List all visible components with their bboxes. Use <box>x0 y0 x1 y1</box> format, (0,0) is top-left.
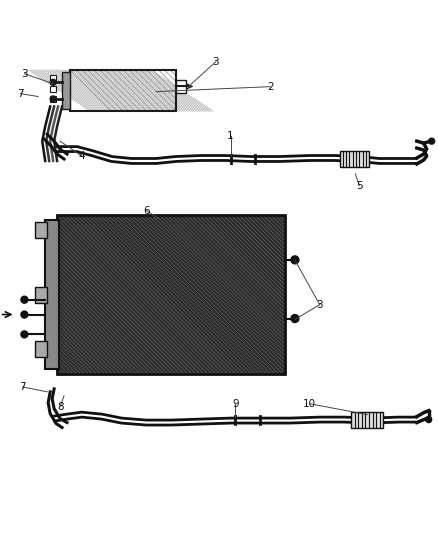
Circle shape <box>21 311 28 318</box>
Text: 8: 8 <box>57 402 64 411</box>
Circle shape <box>50 79 56 85</box>
Circle shape <box>429 138 434 144</box>
Bar <box>57 215 285 374</box>
Circle shape <box>21 296 28 303</box>
Bar <box>176 80 186 93</box>
Bar <box>50 96 56 102</box>
Bar <box>35 287 47 303</box>
Text: 3: 3 <box>21 69 28 79</box>
Circle shape <box>426 417 432 423</box>
Circle shape <box>291 314 299 322</box>
Circle shape <box>50 96 56 102</box>
Bar <box>35 341 47 357</box>
Text: 3: 3 <box>212 57 219 67</box>
Text: 2: 2 <box>267 82 273 92</box>
Bar <box>50 75 56 81</box>
Bar <box>35 222 47 238</box>
Text: 3: 3 <box>316 300 323 310</box>
Text: 7: 7 <box>17 88 24 99</box>
Text: 6: 6 <box>143 206 150 215</box>
Bar <box>339 151 369 167</box>
Bar <box>57 215 285 374</box>
Text: 4: 4 <box>78 151 85 161</box>
Circle shape <box>291 256 299 264</box>
Text: 5: 5 <box>356 181 363 191</box>
Text: 10: 10 <box>303 399 316 409</box>
Bar <box>351 411 383 427</box>
Bar <box>70 70 176 111</box>
Text: 1: 1 <box>227 131 234 141</box>
Bar <box>70 70 176 111</box>
Text: 9: 9 <box>232 399 239 409</box>
Circle shape <box>21 331 28 338</box>
Text: 7: 7 <box>19 382 26 392</box>
Bar <box>50 86 56 92</box>
Bar <box>45 221 59 369</box>
Bar <box>62 72 70 109</box>
